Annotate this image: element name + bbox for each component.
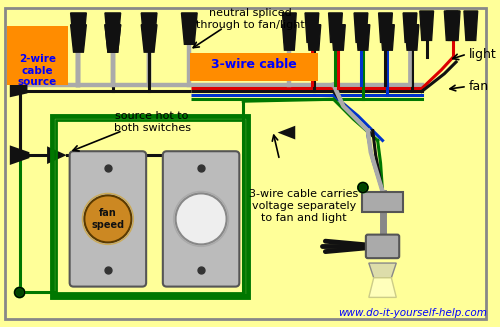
Polygon shape	[405, 25, 419, 50]
Polygon shape	[278, 126, 295, 140]
Text: source hot to
both switches: source hot to both switches	[114, 111, 190, 133]
Polygon shape	[464, 11, 477, 41]
Text: light: light	[469, 48, 496, 60]
Polygon shape	[105, 25, 120, 52]
Text: 3-wire cable carries
voltage separately
to fan and light: 3-wire cable carries voltage separately …	[250, 189, 358, 223]
Circle shape	[84, 195, 132, 242]
FancyBboxPatch shape	[362, 192, 403, 212]
Polygon shape	[354, 13, 368, 43]
Polygon shape	[105, 13, 120, 44]
Polygon shape	[380, 25, 394, 50]
Circle shape	[358, 182, 368, 192]
FancyBboxPatch shape	[163, 151, 240, 286]
Polygon shape	[10, 80, 28, 97]
Polygon shape	[70, 13, 86, 44]
Text: 3-wire cable: 3-wire cable	[211, 59, 297, 71]
Text: neutral spliced
through to fan/light: neutral spliced through to fan/light	[196, 8, 304, 30]
FancyBboxPatch shape	[7, 26, 68, 85]
Text: fan
speed: fan speed	[92, 208, 124, 230]
Polygon shape	[378, 13, 392, 43]
Polygon shape	[182, 13, 197, 44]
FancyBboxPatch shape	[366, 234, 399, 258]
Polygon shape	[332, 25, 345, 50]
Circle shape	[176, 193, 226, 244]
Polygon shape	[328, 13, 342, 43]
FancyBboxPatch shape	[70, 151, 146, 286]
Polygon shape	[444, 11, 458, 41]
Polygon shape	[305, 13, 319, 43]
Polygon shape	[10, 146, 29, 165]
FancyBboxPatch shape	[190, 53, 318, 81]
Polygon shape	[141, 25, 157, 52]
Polygon shape	[356, 25, 370, 50]
Polygon shape	[369, 278, 396, 297]
Circle shape	[14, 287, 24, 297]
Polygon shape	[446, 11, 460, 41]
Text: fan: fan	[469, 80, 489, 93]
Text: www.do-it-yourself-help.com: www.do-it-yourself-help.com	[338, 308, 486, 318]
Text: 2-wire
cable
source: 2-wire cable source	[18, 54, 57, 87]
Polygon shape	[403, 13, 417, 43]
Polygon shape	[70, 25, 86, 52]
Polygon shape	[307, 25, 320, 50]
Polygon shape	[105, 25, 120, 52]
Polygon shape	[420, 11, 434, 41]
Polygon shape	[282, 25, 296, 50]
Polygon shape	[369, 263, 396, 278]
Polygon shape	[282, 13, 296, 43]
Polygon shape	[47, 146, 66, 164]
Polygon shape	[141, 13, 157, 44]
